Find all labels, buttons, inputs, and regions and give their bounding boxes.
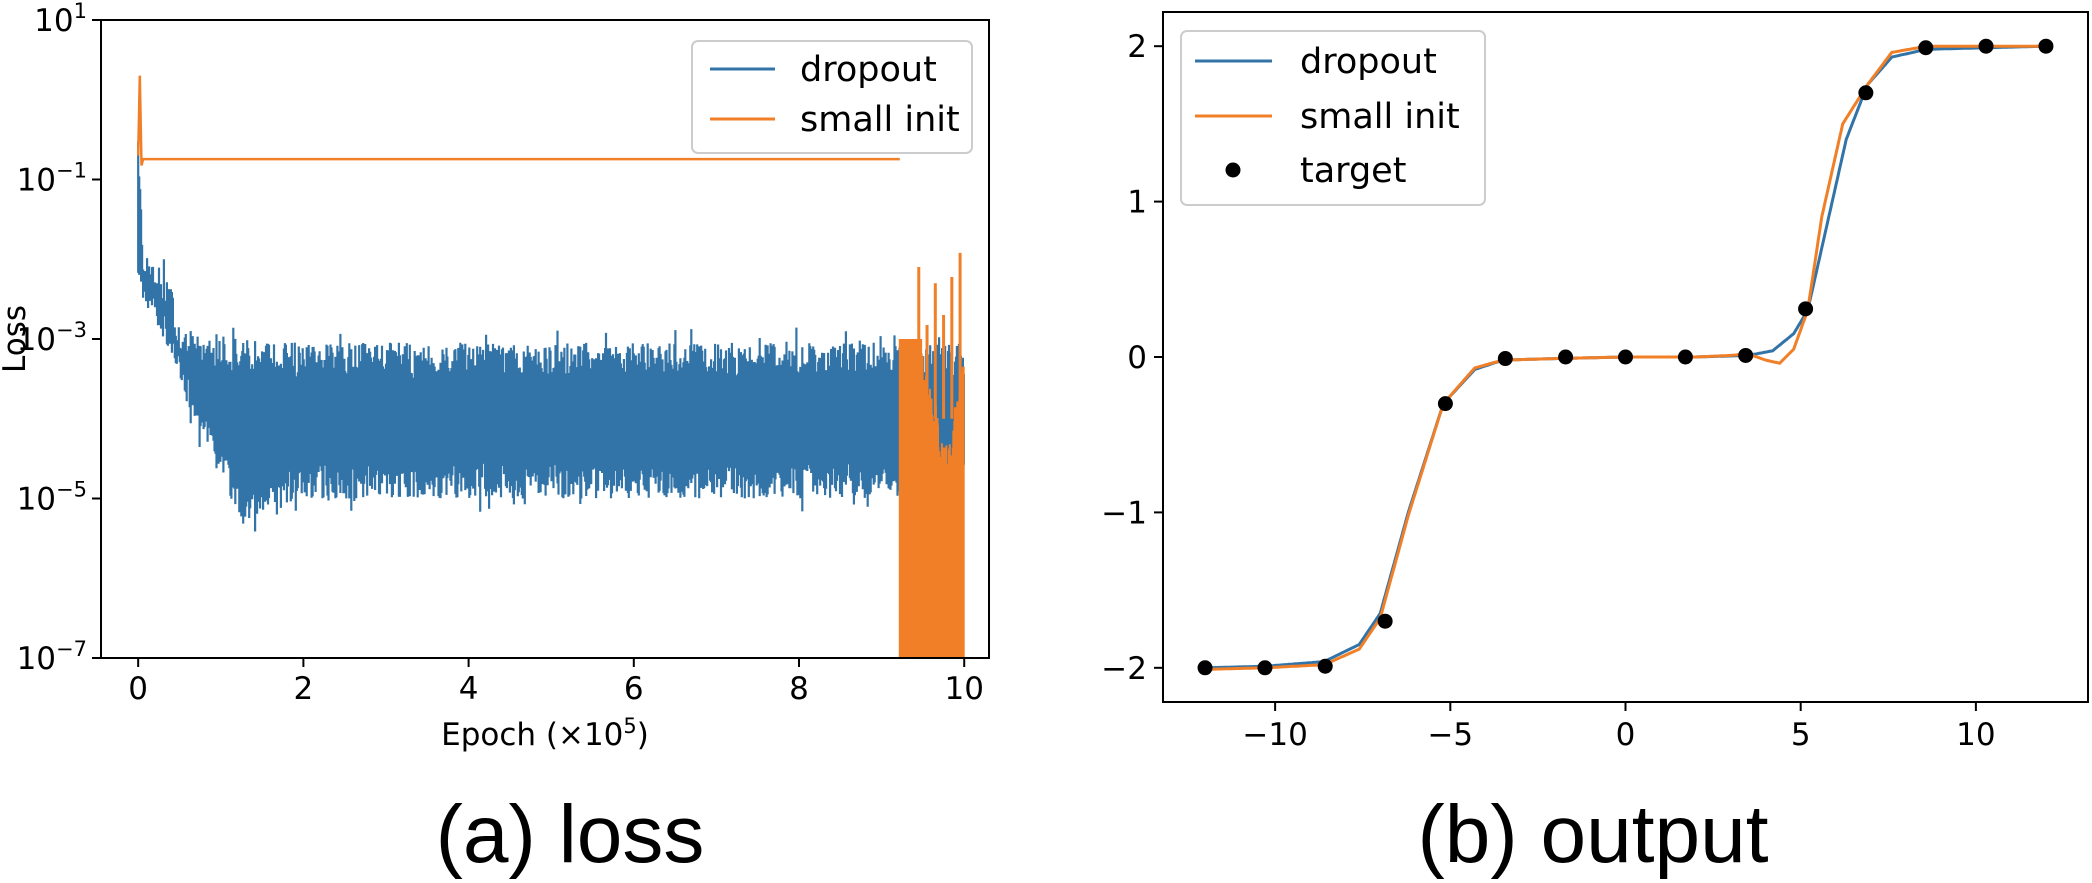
output-legend-target-marker <box>1225 162 1241 178</box>
loss-y-tick-label: 10−1 <box>17 159 87 199</box>
output-x-tick-label: −5 <box>1427 717 1473 753</box>
loss-chart: 0 2 4 6 8 10 10−7 10−5 10−3 10−1 101 Epoch (×105)… <box>0 0 990 880</box>
output-target-point <box>1497 351 1513 367</box>
output-legend: dropout small init target <box>1180 30 1486 206</box>
output-x-ticks: −10 −5 0 5 10 <box>1242 702 1996 753</box>
output-y-tick-label: 2 <box>1127 29 1147 65</box>
loss-legend-small-init-label: small init <box>800 100 960 140</box>
loss-y-ticks: 10−7 10−5 10−3 10−1 101 <box>17 0 101 677</box>
loss-small-init-tail <box>898 339 965 658</box>
output-x-tick-label: 10 <box>1956 717 1995 753</box>
output-target-point <box>1738 347 1754 363</box>
output-legend-target-label: target <box>1300 151 1406 191</box>
loss-x-ticks: 0 2 4 6 8 10 <box>128 658 984 707</box>
output-target-point <box>1377 613 1393 629</box>
loss-y-axis-label: Loss <box>0 305 33 373</box>
output-caption: (b) output <box>1418 789 1769 880</box>
loss-series-group <box>136 75 965 658</box>
output-legend-small-init-label: small init <box>1300 97 1460 137</box>
loss-y-tick-label: 10−3 <box>17 318 87 358</box>
loss-x-tick-label: 10 <box>944 671 983 707</box>
loss-small-init-series <box>136 75 900 166</box>
output-target-point <box>1437 396 1453 412</box>
loss-legend: dropout small init <box>691 40 973 154</box>
loss-x-tick-label: 0 <box>128 671 148 707</box>
loss-dropout-series <box>137 141 965 532</box>
loss-legend-dropout-label: dropout <box>800 50 937 90</box>
output-legend-dropout-label: dropout <box>1300 42 1437 82</box>
loss-y-tick-label: 10−7 <box>17 637 87 677</box>
output-target-point <box>1197 660 1213 676</box>
output-target-point <box>1558 349 1574 365</box>
output-target-point <box>1618 349 1633 365</box>
output-x-tick-label: −10 <box>1242 717 1307 753</box>
output-plot-area <box>1197 38 2054 676</box>
loss-plot-area <box>136 75 965 658</box>
output-target-point <box>1978 38 1994 54</box>
output-y-tick-label: 0 <box>1127 340 1147 376</box>
loss-x-tick-label: 8 <box>789 671 809 707</box>
output-x-tick-label: 5 <box>1791 717 1811 753</box>
output-legend-box <box>1180 30 1486 206</box>
output-target-point <box>1918 40 1934 56</box>
loss-x-tick-label: 6 <box>624 671 644 707</box>
output-target-point <box>1677 349 1693 365</box>
output-y-tick-label: 1 <box>1127 185 1147 221</box>
output-target-point <box>2038 38 2054 54</box>
output-x-tick-label: 0 <box>1616 717 1636 753</box>
output-target-point <box>1798 301 1814 317</box>
output-target-point <box>1257 660 1273 676</box>
output-target-point <box>1317 658 1333 674</box>
loss-caption: (a) loss <box>436 789 705 880</box>
output-y-tick-label: −2 <box>1101 651 1147 687</box>
output-y-tick-label: −1 <box>1101 495 1147 531</box>
loss-x-tick-label: 4 <box>459 671 479 707</box>
output-target-point <box>1858 85 1874 101</box>
loss-x-axis-label: Epoch (×105) <box>441 714 649 753</box>
output-y-ticks: −2 −1 0 1 2 <box>1101 29 1163 687</box>
loss-y-tick-label: 10−5 <box>17 478 87 518</box>
loss-x-tick-label: 2 <box>294 671 314 707</box>
loss-y-tick-label: 101 <box>34 0 87 39</box>
